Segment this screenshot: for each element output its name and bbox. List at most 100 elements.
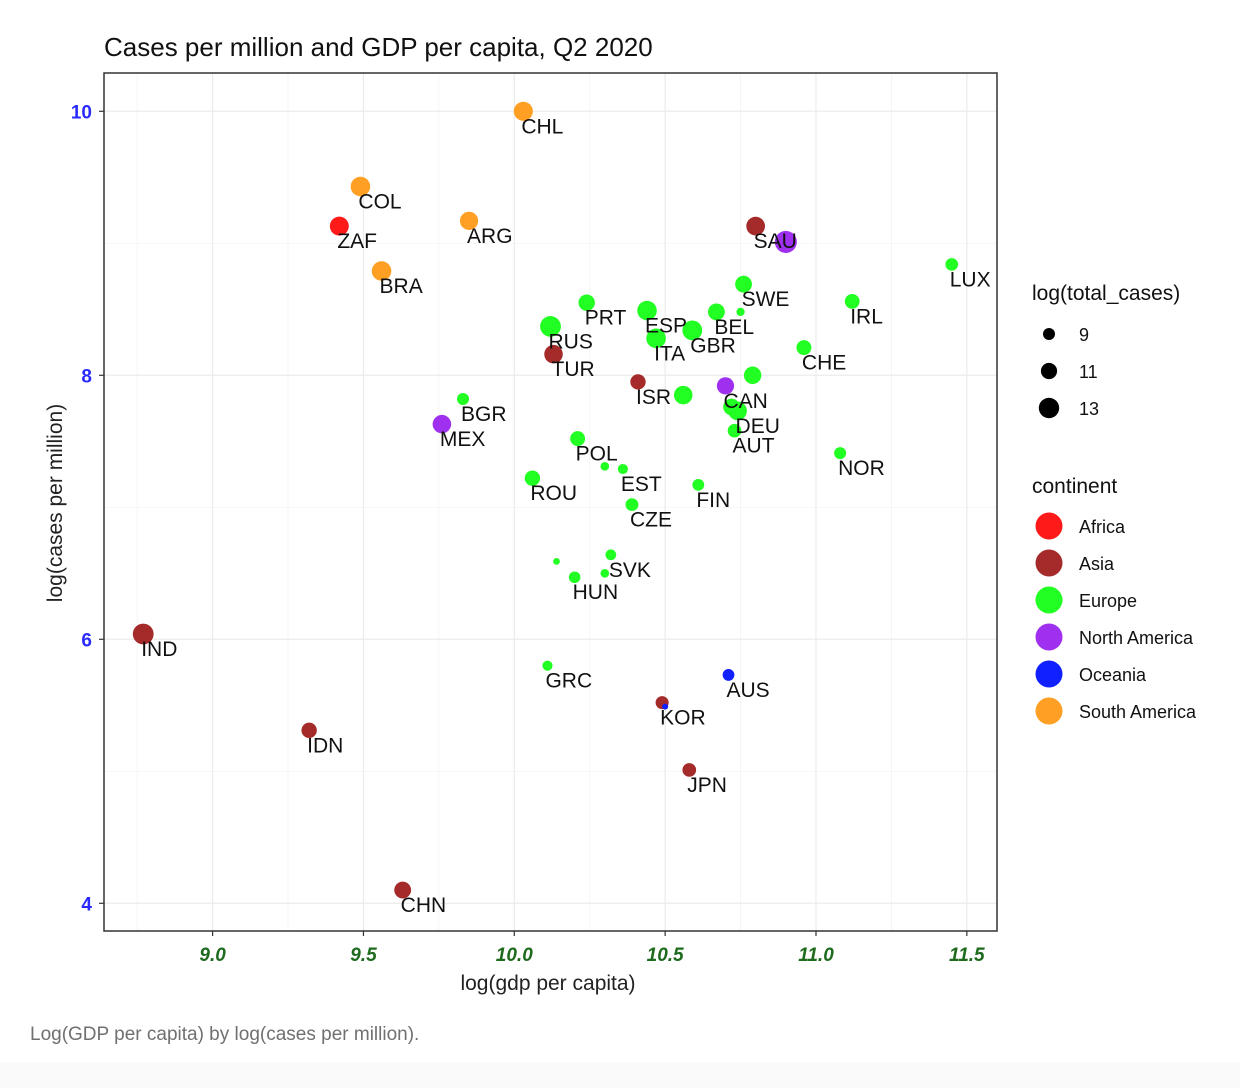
scatter-chart: Cases per million and GDP per capita, Q2… (44, 32, 1197, 995)
point-label: HUN (573, 581, 619, 604)
color-legend-key (1035, 660, 1063, 688)
panel-border (103, 72, 998, 932)
data-point (625, 498, 639, 512)
data-point (301, 722, 317, 739)
point-label: ITA (654, 342, 685, 365)
data-point (132, 623, 154, 645)
data-point (834, 447, 847, 460)
data-point (727, 423, 742, 438)
data-point (945, 258, 959, 271)
y-axis-title: log(cases per million) (44, 404, 67, 602)
data-point (728, 401, 747, 421)
data-point (605, 549, 617, 561)
x-tick-label: 11.0 (798, 945, 834, 966)
data-point (553, 558, 560, 565)
color-legend-label: North America (1079, 628, 1194, 648)
point-label: BRA (380, 275, 423, 298)
point-label: POL (576, 443, 618, 466)
point-labels: CHL COL ZAF ARG BRA SAU LUX SWE PRT ESP BEL IRL RUS G… (141, 115, 990, 917)
point-label: SAU (754, 230, 797, 253)
data-point (682, 320, 703, 341)
point-label: GBR (690, 334, 736, 357)
point-label: DEU (736, 415, 780, 438)
data-point (600, 568, 610, 578)
color-legend-label: Oceania (1079, 665, 1147, 685)
data-point (708, 303, 725, 321)
color-legend-title: continent (1032, 475, 1117, 498)
point-label: IDN (307, 734, 343, 757)
point-label: SVK (609, 559, 651, 582)
data-point (722, 669, 735, 681)
data-point (796, 340, 812, 356)
y-tick-label: 4 (81, 894, 92, 915)
data-point (673, 385, 693, 405)
x-tick-label: 9.5 (350, 945, 377, 966)
point-label: FIN (696, 489, 730, 512)
point-label: AUS (726, 679, 769, 702)
color-legend-key (1035, 623, 1063, 651)
data-point (736, 307, 745, 317)
data-point (459, 211, 479, 230)
data-point (662, 703, 669, 710)
point-label: CZE (630, 509, 672, 532)
point-label: AUT (733, 435, 775, 458)
x-tick-label: 11.5 (949, 945, 985, 966)
color-legend-key (1035, 586, 1063, 614)
panel-background (104, 73, 997, 931)
data-point (630, 374, 646, 390)
point-label: RUS (549, 330, 593, 353)
data-point (646, 328, 666, 349)
point-label: CHL (521, 115, 563, 138)
point-label: CHE (802, 352, 846, 375)
size-legend-label: 9 (1079, 325, 1089, 345)
size-legend-key (1040, 362, 1058, 380)
point-label: ZAF (337, 230, 377, 253)
color-legend-label: Europe (1079, 591, 1137, 611)
x-tick-label: 10.0 (496, 945, 533, 966)
size-legend-key (1038, 397, 1060, 419)
point-label: SWE (742, 288, 790, 311)
x-axis-title: log(gdp per capita) (460, 972, 635, 995)
data-point (457, 393, 470, 406)
color-legend-key (1035, 512, 1063, 540)
point-label: TUR (552, 358, 595, 381)
data-point (350, 176, 371, 197)
data-point (716, 377, 735, 395)
data-point (578, 294, 595, 311)
point-label: BGR (461, 403, 507, 426)
color-legend-key (1035, 549, 1063, 577)
footer-band (0, 1062, 1240, 1088)
point-label: BEL (714, 316, 754, 339)
data-point (432, 414, 452, 434)
data-points (132, 101, 959, 899)
point-label: KOR (660, 707, 706, 730)
y-tick-label: 6 (81, 630, 92, 651)
size-legend-label: 11 (1079, 362, 1098, 382)
data-point (570, 431, 586, 447)
data-point (735, 275, 752, 293)
data-point (513, 101, 533, 121)
data-point (329, 216, 349, 236)
color-legend: Africa Asia Europe North America Oceania Sout… (1035, 512, 1197, 725)
point-label: CHN (401, 894, 447, 917)
data-point (617, 463, 628, 475)
y-tick-label: 10 (71, 102, 92, 123)
data-point (637, 300, 657, 321)
color-legend-label: Asia (1079, 554, 1115, 574)
point-label: GRC (545, 670, 592, 693)
point-label: CAN (723, 390, 767, 413)
point-label: COL (358, 191, 401, 214)
point-label: EST (621, 473, 662, 496)
size-legend-title: log(total_cases) (1032, 282, 1180, 305)
y-tick-label: 8 (81, 366, 92, 387)
point-label: JPN (687, 774, 727, 797)
data-point (544, 344, 563, 364)
x-tick-label: 10.5 (647, 945, 684, 966)
chart-title: Cases per million and GDP per capita, Q2… (104, 32, 653, 62)
point-label: ESP (645, 315, 687, 338)
figure-caption: Log(GDP per capita) by log(cases per mil… (30, 1024, 420, 1045)
data-point (394, 881, 412, 899)
data-point (568, 571, 581, 584)
color-legend-label: Africa (1079, 517, 1126, 537)
point-label: ISR (636, 386, 671, 409)
